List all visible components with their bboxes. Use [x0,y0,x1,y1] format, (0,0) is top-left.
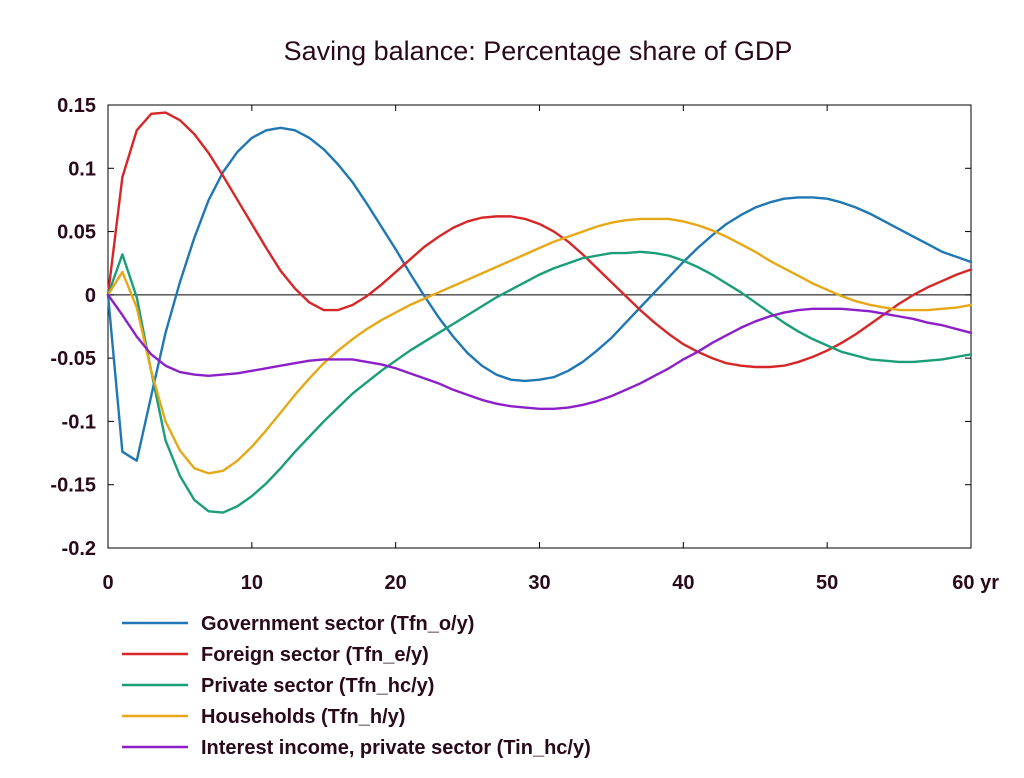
x-tick-label: 60 yr [952,572,999,594]
series-line-1 [106,126,973,462]
y-tick-label: 0.1 [68,158,96,180]
series-line-2 [106,111,973,369]
legend-label: Households (Tfn_h/y) [201,706,405,728]
y-tick-label: -0.2 [62,538,96,560]
legend-label: Government sector (Tfn_o/y) [201,613,474,635]
y-tick-label: 0 [85,285,96,307]
legend-label: Foreign sector (Tfn_e/y) [201,644,429,666]
chart-title: Saving balance: Percentage share of GDP [284,36,793,66]
y-tick-label: 0.05 [57,222,96,244]
y-tick-label: -0.05 [50,348,96,370]
x-axis: 0 10 20 30 40 50 60 yr [102,105,999,594]
x-tick-label: 10 [241,572,263,594]
x-tick-label: 50 [816,572,838,594]
series-lines [106,111,973,514]
legend-label: Interest income, private sector (Tin_hc/… [201,737,591,759]
legend: Government sector (Tfn_o/y) Foreign secto… [122,613,591,759]
legend-label: Private sector (Tfn_hc/y) [201,675,434,697]
x-tick-label: 40 [672,572,694,594]
series-line-3 [106,250,973,514]
series-line-4 [106,217,973,475]
plot-area [107,104,972,549]
y-tick-label: 0.15 [57,95,96,117]
y-axis: 0.15 0.1 0.05 0 -0.05 -0.1 -0.15 -0.2 [50,95,971,560]
x-tick-label: 20 [385,572,407,594]
x-tick-label: 30 [528,572,550,594]
series-line-5 [106,293,973,410]
x-tick-label: 0 [102,572,113,594]
y-tick-label: -0.15 [50,475,96,497]
y-tick-label: -0.1 [62,411,96,433]
